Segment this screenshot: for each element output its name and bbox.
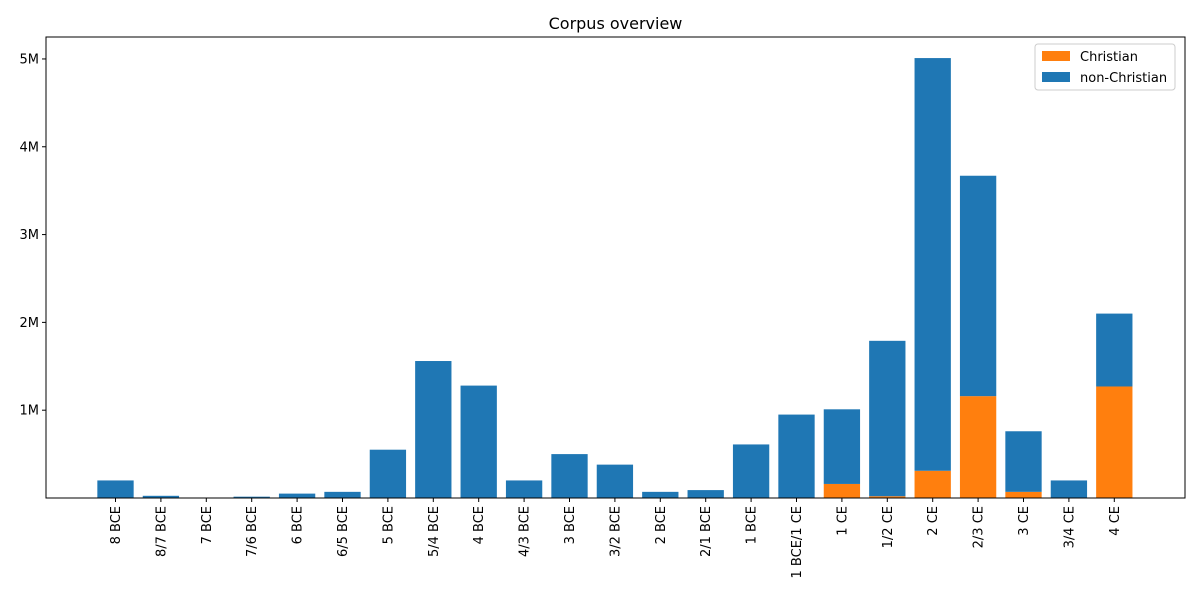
x-tick-label: 5/4 BCE <box>427 506 442 557</box>
legend-swatch <box>1042 72 1070 82</box>
x-tick-label: 1 BCE/1 CE <box>790 506 805 578</box>
bar-non-christian <box>505 480 543 498</box>
bar-christian <box>959 396 997 498</box>
bar-non-christian <box>959 175 997 397</box>
bar-non-christian <box>278 493 316 498</box>
legend: Christian non-Christian <box>1034 43 1176 91</box>
bar-non-christian <box>97 480 134 498</box>
bar-non-christian <box>732 444 770 498</box>
legend-swatch <box>1042 51 1070 61</box>
x-tick-label: 3/2 BCE <box>608 506 623 557</box>
bar-non-christian <box>642 491 679 498</box>
x-tick-label: 2 CE <box>926 506 941 536</box>
axes-group: 8 BCE 8/7 BCE 7 BCE 7/6 BCE 6 BCE 6/5 BCE 5 BC… <box>20 36 1186 578</box>
x-tick-label: 2/1 BCE <box>699 506 714 557</box>
bar-non-christian <box>869 340 906 497</box>
x-tick-label: 1/2 CE <box>881 506 896 548</box>
x-tick-label: 8/7 BCE <box>154 506 169 557</box>
x-tick-label: 2 BCE <box>654 506 669 544</box>
y-tick-label: 4M <box>20 140 40 155</box>
x-tick-label: 5 BCE <box>381 506 396 544</box>
bar-non-christian <box>778 414 815 498</box>
bar-non-christian <box>1096 313 1133 387</box>
x-tick-label: 4/3 BCE <box>518 506 533 557</box>
y-tick-label: 1M <box>20 404 40 419</box>
bar-non-christian <box>596 464 634 498</box>
bar-non-christian <box>551 454 588 498</box>
x-tick-label: 8 BCE <box>109 506 124 544</box>
x-tick-label: 7/6 BCE <box>245 506 260 557</box>
bar-christian <box>1005 491 1042 498</box>
y-tick-label: 2M <box>20 316 40 331</box>
x-tick-label: 2/3 CE <box>972 506 987 548</box>
bar-non-christian <box>687 490 724 498</box>
bar-non-christian <box>233 496 270 498</box>
x-tick-label: 4 CE <box>1108 506 1123 536</box>
x-tick-label: 1 CE <box>835 506 850 536</box>
y-tick-label: 5M <box>20 52 40 67</box>
bar-non-christian <box>324 491 361 498</box>
chart-title: Corpus overview <box>549 14 683 33</box>
x-tick-label: 6/5 BCE <box>336 506 351 557</box>
bar-non-christian <box>142 495 180 498</box>
y-tick-label: 3M <box>20 228 40 243</box>
bar-non-christian <box>823 409 861 484</box>
bar-christian <box>823 483 861 498</box>
bar-christian <box>1096 386 1133 498</box>
bar-non-christian <box>914 58 951 471</box>
x-tick-label: 7 BCE <box>200 506 215 544</box>
x-tick-label: 6 BCE <box>291 506 306 544</box>
bar-non-christian <box>415 361 452 498</box>
bar-christian <box>914 470 951 498</box>
x-tick-label: 4 BCE <box>472 506 487 544</box>
bar-non-christian <box>369 449 407 498</box>
bar-non-christian <box>1050 480 1088 498</box>
x-tick-label: 3 BCE <box>563 506 578 544</box>
x-tick-label: 3/4 CE <box>1062 506 1077 548</box>
x-tick-label: 1 BCE <box>745 506 760 544</box>
legend-label: Christian <box>1080 50 1138 65</box>
x-tick-label: 3 CE <box>1017 506 1032 536</box>
bars-group <box>97 58 1133 498</box>
bar-non-christian <box>460 385 497 498</box>
bar-non-christian <box>1005 431 1042 492</box>
plot-frame <box>45 36 1186 499</box>
legend-label: non-Christian <box>1080 71 1167 86</box>
bar-christian <box>869 496 906 498</box>
